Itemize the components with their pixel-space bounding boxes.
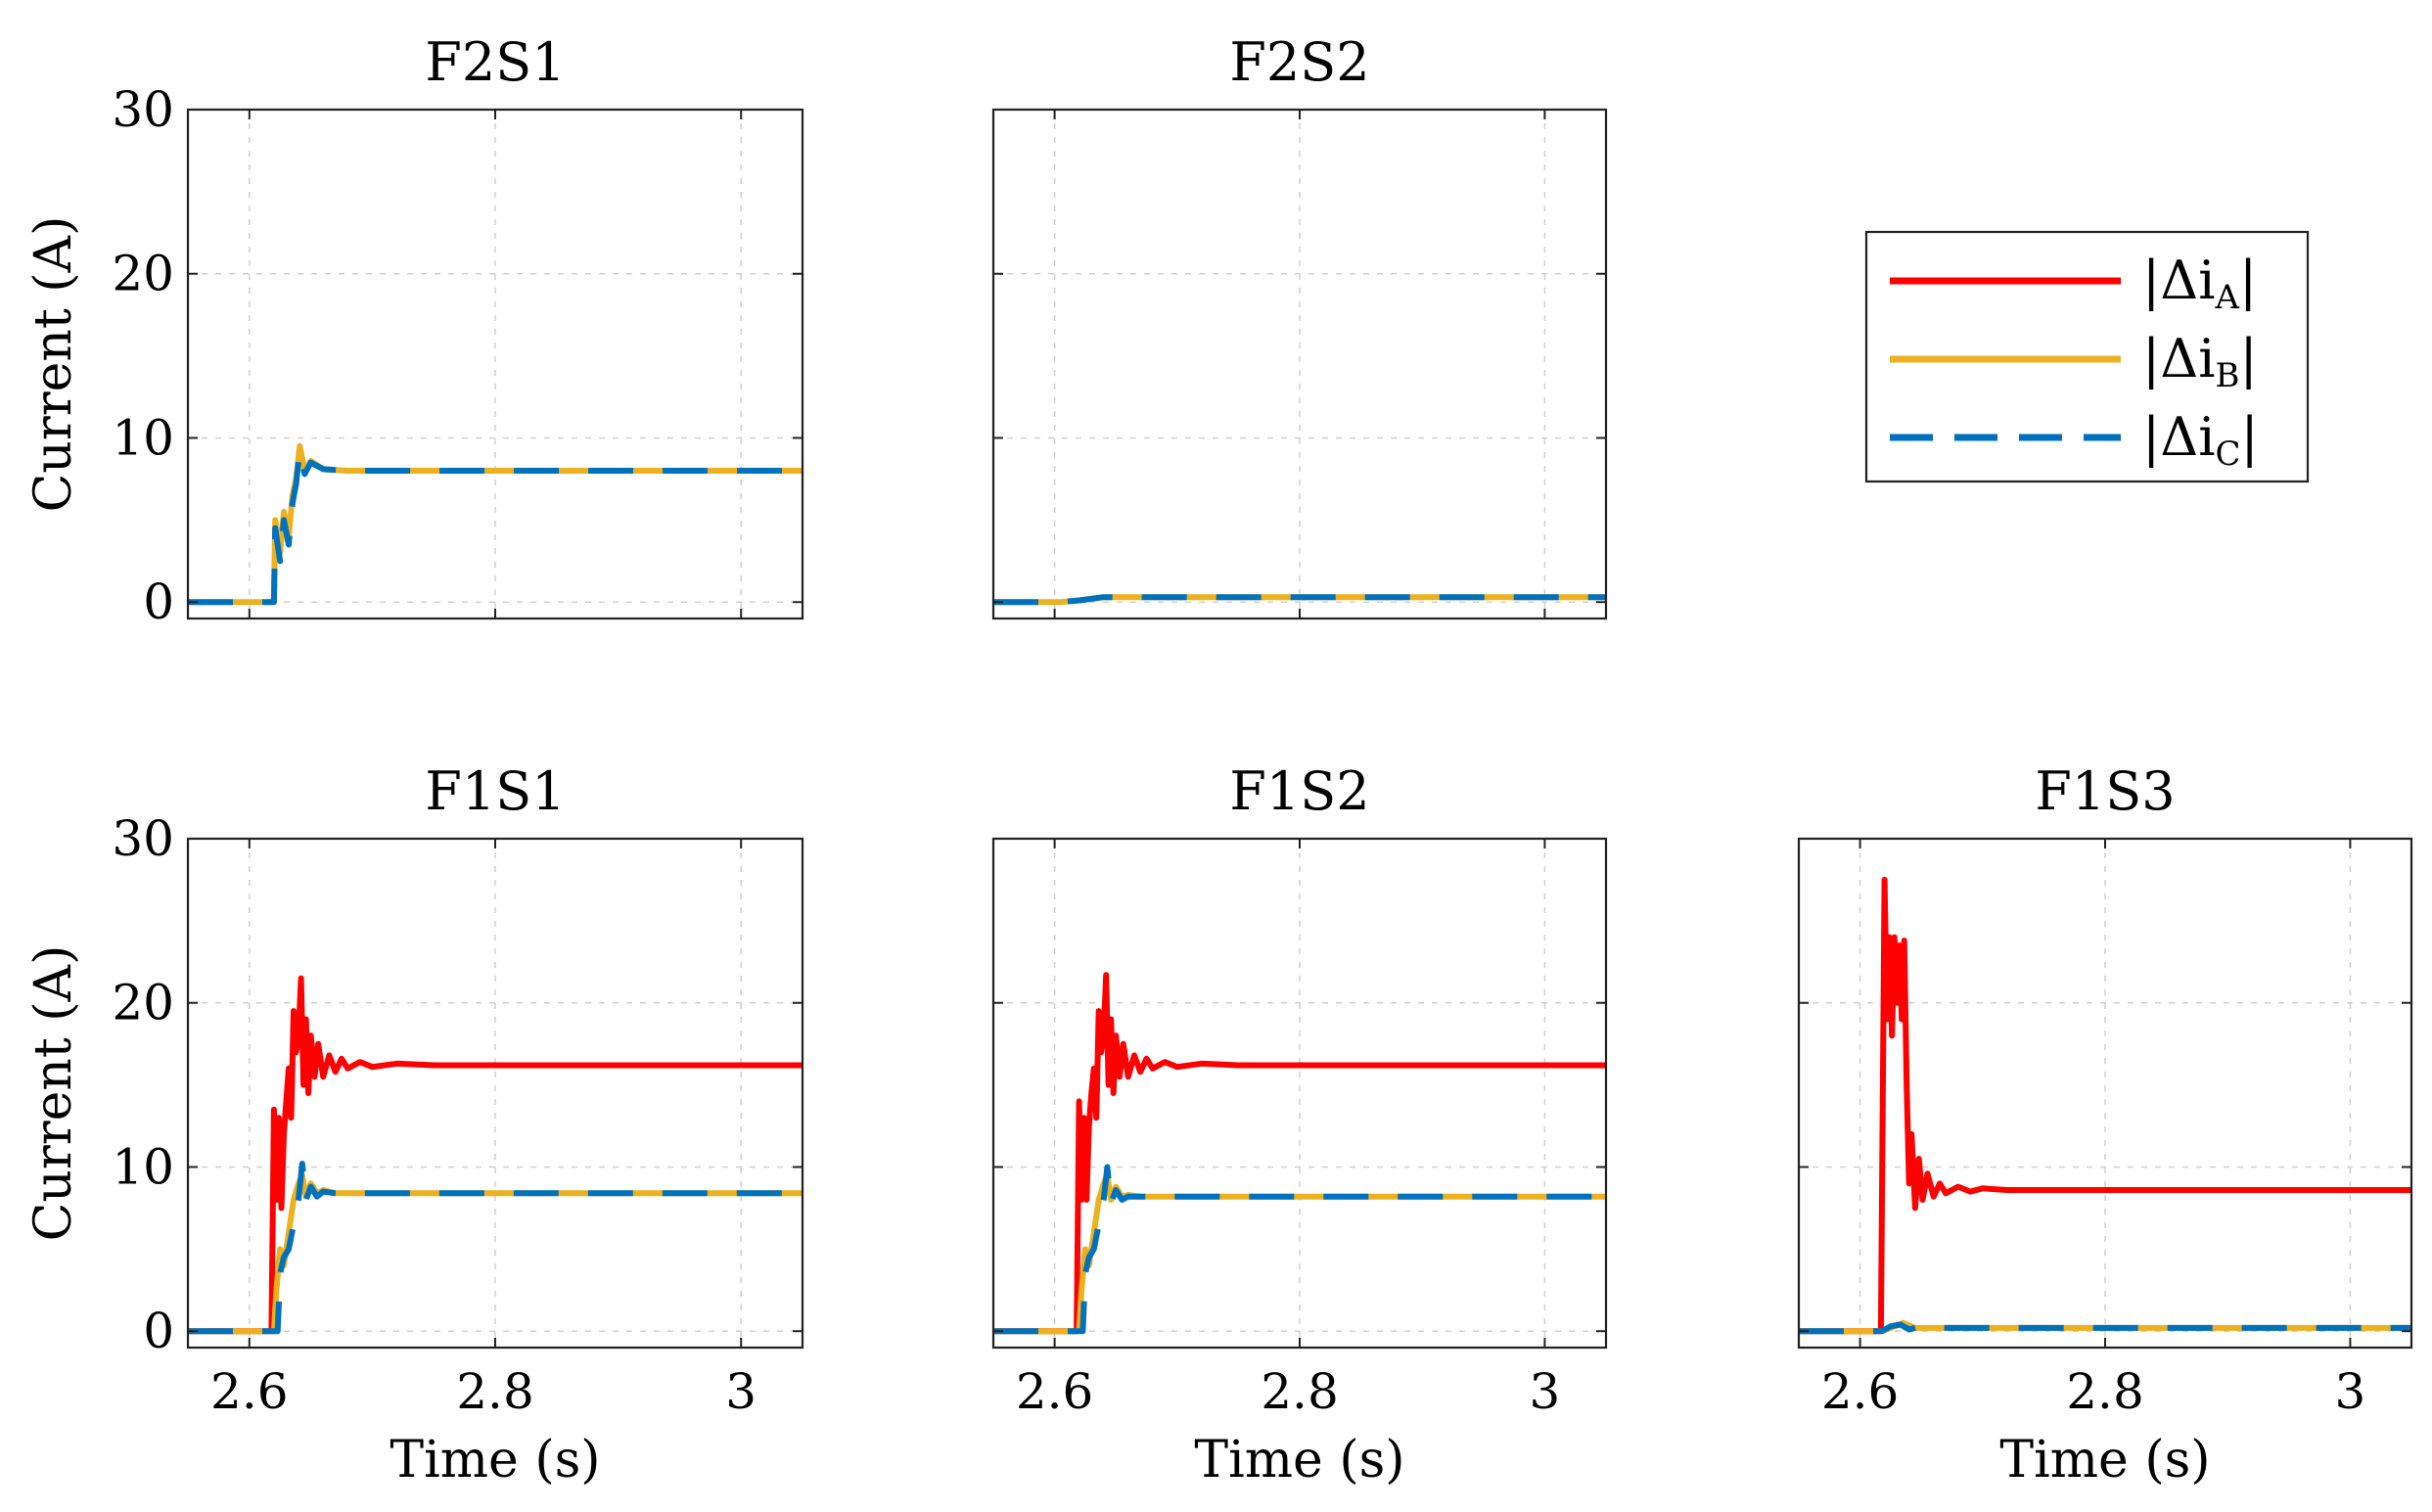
x-tick-label: 2.8	[2066, 1363, 2144, 1420]
x-tick-label: 3	[725, 1363, 757, 1420]
y-axis-label: Current (A)	[24, 945, 83, 1242]
x-tick-label: 2.8	[1261, 1363, 1339, 1420]
legend-label-c: |ΔiC|	[2142, 406, 2259, 474]
y-tick-label: 30	[112, 810, 174, 867]
series-line-c	[188, 447, 803, 606]
x-tick-label: 2.6	[1016, 1363, 1094, 1420]
plot-area	[993, 110, 1606, 619]
series-line-c	[1799, 1321, 2411, 1335]
series-line-c	[188, 1161, 803, 1335]
y-axis-label: Current (A)	[24, 216, 83, 513]
series-line-a	[993, 972, 1606, 1335]
legend-label-b: |ΔiB|	[2142, 328, 2258, 395]
panel-f1s3: 2.6 2.8 3 F1S3 Time (s)	[1797, 760, 2413, 1489]
x-tick-label: 2.8	[456, 1363, 534, 1420]
y-tick-label: 30	[112, 81, 174, 138]
x-axis-label: Time (s)	[1194, 1431, 1404, 1489]
x-axis-label: Time (s)	[1999, 1431, 2210, 1489]
legend-label-a: |ΔiA|	[2142, 250, 2257, 317]
series-line-a	[188, 975, 803, 1335]
y-tick-label: 10	[112, 1138, 174, 1195]
y-tick-label: 0	[143, 573, 174, 630]
series-line-a	[1799, 876, 2411, 1335]
x-tick-label: 3	[1529, 1363, 1560, 1420]
panel-title: F1S3	[2035, 760, 2175, 822]
panel-title: F1S1	[425, 760, 565, 822]
x-tick-label: 2.6	[1821, 1363, 1900, 1420]
y-tick-label: 0	[143, 1303, 174, 1359]
panel-title: F1S2	[1229, 760, 1369, 822]
y-tick-label: 10	[112, 409, 174, 466]
plot-area	[1799, 839, 2411, 1348]
y-tick-label: 20	[112, 246, 174, 302]
series-line-c	[993, 1164, 1606, 1335]
panel-f2s2: F2S2	[991, 31, 1608, 620]
y-tick-label: 20	[112, 975, 174, 1031]
series-line-c	[993, 594, 1606, 606]
legend: |ΔiA| |ΔiB| |ΔiC|	[1864, 230, 2310, 483]
panel-f1s2: 2.6 2.8 3 F1S2 Time (s)	[991, 760, 1608, 1489]
x-tick-label: 3	[2334, 1363, 2365, 1420]
panel-title: F2S2	[1229, 31, 1369, 93]
panel-title: F2S1	[425, 31, 565, 93]
panel-f2s1: 0 10 20 30 F2S1 Current (A)	[24, 31, 804, 630]
x-tick-label: 2.6	[210, 1363, 289, 1420]
x-axis-label: Time (s)	[390, 1431, 600, 1489]
